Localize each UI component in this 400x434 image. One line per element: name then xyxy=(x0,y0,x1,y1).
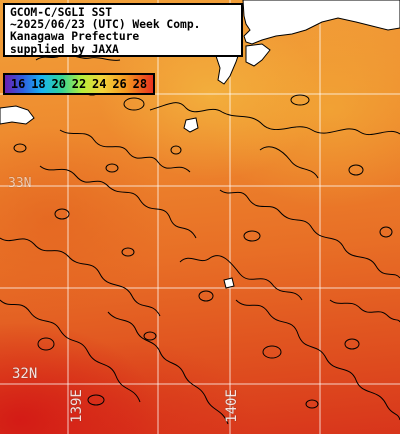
sst-color-scale: 16 18 20 22 24 26 28 xyxy=(3,73,155,95)
contour-line xyxy=(0,237,161,317)
contour-blob xyxy=(379,226,393,238)
contour-line xyxy=(107,311,229,425)
scale-tick: 16 xyxy=(10,77,26,91)
contour-blob xyxy=(290,94,310,106)
contour-line xyxy=(235,299,400,421)
land-izu-north xyxy=(0,105,35,125)
header-line-credit: supplied by JAXA xyxy=(10,42,119,56)
scale-tick: 18 xyxy=(31,77,46,91)
longitude-label-140e: 140E xyxy=(223,389,240,423)
header-line-region: Kanagawa Prefecture xyxy=(10,30,140,44)
contour-line xyxy=(219,189,400,279)
land-mainland-north xyxy=(242,0,400,45)
scale-tick: 20 xyxy=(51,77,66,91)
contour-line xyxy=(329,299,400,323)
color-scale-bar xyxy=(5,75,153,93)
contour-blob xyxy=(170,145,182,155)
contour-blob xyxy=(87,394,105,406)
map-header: GCOM-C/SGLI SST ~2025/06/23 (UTC) Week C… xyxy=(3,3,243,57)
contour-line xyxy=(179,255,303,301)
contour-blob xyxy=(54,208,70,220)
contour-blob xyxy=(13,143,27,153)
contour-blob xyxy=(123,97,145,111)
contour-blob xyxy=(344,338,360,350)
color-scale-labels: 16 18 20 22 24 26 28 xyxy=(5,75,153,93)
contour-line xyxy=(39,165,197,239)
latitude-label-32n: 32N xyxy=(12,366,38,382)
land-boso-tip xyxy=(245,43,271,67)
sst-contour-blobs xyxy=(13,84,393,409)
contour-blob xyxy=(348,164,364,176)
contour-line xyxy=(259,146,319,179)
scale-tick: 24 xyxy=(92,77,107,91)
longitude-label-139e: 139E xyxy=(68,389,85,423)
contour-line xyxy=(0,299,141,403)
header-line-date: ~2025/06/23 (UTC) Week Comp. xyxy=(10,18,201,32)
scale-tick: 22 xyxy=(71,77,87,91)
contour-blob xyxy=(243,230,261,242)
land-izu-oshima xyxy=(183,117,199,133)
contour-blob xyxy=(198,290,214,302)
land-toshima xyxy=(223,277,235,289)
contour-blob xyxy=(143,331,157,341)
sst-contours xyxy=(0,54,400,425)
scale-tick: 26 xyxy=(112,77,127,91)
contour-blob xyxy=(37,337,55,351)
contour-line xyxy=(59,129,191,173)
scale-tick: 28 xyxy=(132,77,148,91)
contour-line xyxy=(149,102,400,136)
contour-blob xyxy=(105,163,119,173)
header-line-sensor: GCOM-C/SGLI SST xyxy=(10,6,113,19)
contour-blob xyxy=(262,345,282,359)
contour-blob xyxy=(121,247,135,257)
contour-blob xyxy=(305,399,319,409)
latitude-label-33n: 33N xyxy=(8,176,32,191)
